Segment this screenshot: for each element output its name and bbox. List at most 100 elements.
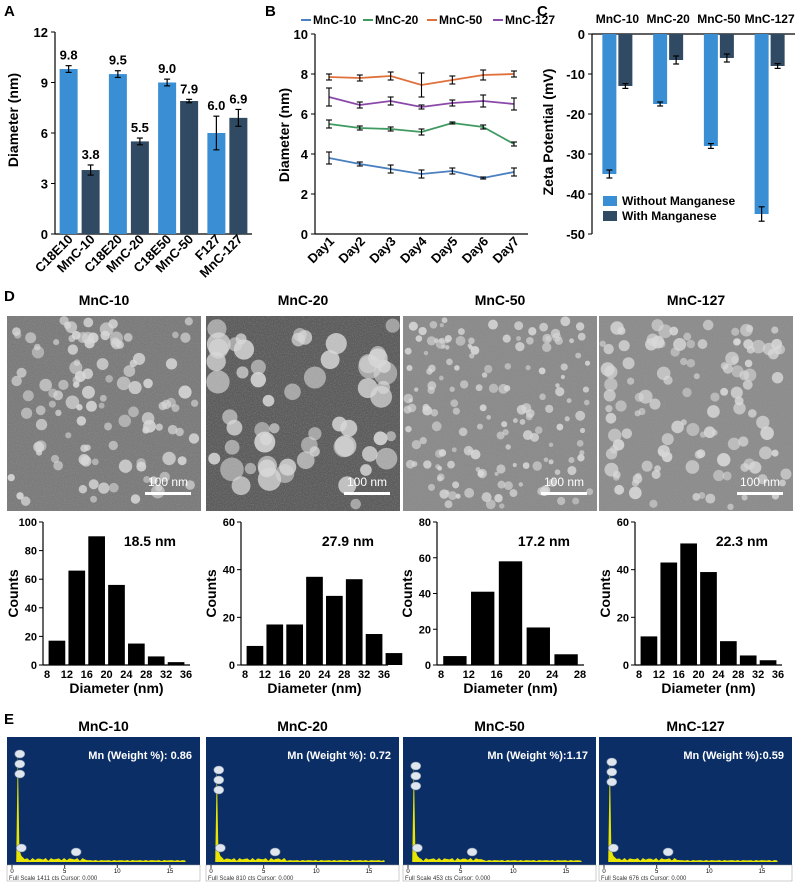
y-tick-label: 60 xyxy=(419,553,431,565)
value-label: 6.0 xyxy=(207,98,225,113)
nanoparticle xyxy=(166,397,176,408)
peak-marker xyxy=(14,759,26,769)
nanoparticle xyxy=(143,475,151,484)
nanoparticle xyxy=(404,347,412,355)
nanoparticle xyxy=(143,378,153,389)
nanoparticle xyxy=(450,399,459,408)
peak-marker xyxy=(14,749,26,759)
nanoparticle xyxy=(586,488,594,496)
nanoparticle xyxy=(226,419,243,436)
nanoparticle xyxy=(25,332,37,344)
nanoparticle xyxy=(128,406,139,418)
nanoparticle xyxy=(39,378,52,392)
nanoparticle xyxy=(258,459,276,478)
nanoparticle xyxy=(90,495,98,503)
x-tick-label: Day4 xyxy=(397,233,430,266)
nanoparticle xyxy=(11,375,22,387)
nanoparticle xyxy=(657,339,666,348)
nanoparticle xyxy=(646,333,659,346)
nanoparticle xyxy=(436,475,443,482)
x-tick-label: 32 xyxy=(752,669,764,681)
panel-a-letter: A xyxy=(4,3,15,20)
panel-d-letter: D xyxy=(4,288,15,305)
nanoparticle xyxy=(575,352,582,359)
nanoparticle xyxy=(742,379,753,390)
x-tick-label: Day2 xyxy=(335,234,368,267)
nanoparticle xyxy=(622,357,635,370)
bar-C18E20 xyxy=(108,74,127,234)
nanoparticle xyxy=(428,483,436,491)
nanoparticle xyxy=(108,319,118,329)
nanoparticle xyxy=(545,404,554,413)
nanoparticle xyxy=(77,332,89,343)
x-tick-label: 20 xyxy=(692,669,704,681)
peak-marker xyxy=(213,785,225,795)
eds-background xyxy=(7,737,200,865)
histogram-MnC-20: 0 20 40 60 8 12 16 20 24 28 32 36 27.9 nm Counts Diame… xyxy=(203,517,403,696)
nanoparticle xyxy=(98,402,105,409)
legend-label: MnC-20 xyxy=(375,13,419,27)
nanoparticle xyxy=(756,415,770,430)
nanoparticle xyxy=(108,440,118,451)
nanoparticle xyxy=(463,445,474,456)
x-tick-label: 28 xyxy=(338,669,350,681)
nanoparticle xyxy=(250,371,267,388)
nanoparticle xyxy=(159,471,170,483)
nanoparticle xyxy=(175,427,184,437)
nanoparticle xyxy=(692,493,701,501)
nanoparticle xyxy=(528,327,537,336)
y-axis-label: Counts xyxy=(203,569,219,617)
histogram-bar xyxy=(720,641,737,665)
nanoparticle xyxy=(686,359,696,368)
nanoparticle xyxy=(454,365,460,371)
nanoparticle xyxy=(435,449,444,458)
eds-title: MnC-10 xyxy=(78,718,129,734)
nanoparticle xyxy=(419,437,427,445)
nanoparticle xyxy=(584,360,591,366)
nanoparticle xyxy=(418,326,427,336)
value-label: 9.0 xyxy=(158,61,176,76)
histogram-bar xyxy=(700,572,717,665)
nanoparticle xyxy=(162,451,176,466)
value-label: 5.5 xyxy=(131,120,149,135)
eds-axis-strip xyxy=(402,864,597,882)
nanoparticle xyxy=(556,423,564,431)
eds-footer: Full Scale 1411 cts Cursor: 0.000 xyxy=(9,876,98,882)
x-tick-label: 24 xyxy=(546,669,559,681)
nanoparticle xyxy=(35,405,46,416)
bar-With Manganese-MnC-50 xyxy=(719,34,734,58)
x-tick-label: 16 xyxy=(490,669,502,681)
nanoparticle xyxy=(501,421,508,428)
histogram-bar xyxy=(326,595,343,665)
nanoparticle xyxy=(118,414,131,428)
scale-bar-label: 100 nm xyxy=(148,475,188,489)
nanoparticle xyxy=(730,386,743,399)
panel-a-plot: 0369129.8C18E103.8MnC-109.5C18E205.5MnC-… xyxy=(32,25,252,280)
scale-bar xyxy=(541,492,587,495)
nanoparticle xyxy=(519,419,526,425)
histogram-bar xyxy=(471,591,495,665)
nanoparticle xyxy=(220,457,244,482)
nanoparticle xyxy=(685,460,700,474)
nanoparticle xyxy=(65,432,72,439)
y-tick-label: 80 xyxy=(25,546,37,558)
nanoparticle xyxy=(53,460,64,471)
nanoparticle xyxy=(427,386,435,394)
y-tick-label: 4 xyxy=(301,147,309,162)
mn-weight-label: Mn (Weight %): 0.86 xyxy=(88,750,192,762)
x-tick-label: 10 xyxy=(114,869,121,875)
nanoparticle xyxy=(532,461,542,471)
nanoparticle xyxy=(686,423,700,437)
x-tick-label: 20 xyxy=(298,669,310,681)
nanoparticle xyxy=(579,450,585,456)
nanoparticle xyxy=(539,393,546,401)
nanoparticle xyxy=(185,480,195,490)
x-tick-label: 16 xyxy=(673,669,685,681)
nanoparticle xyxy=(81,385,95,399)
y-tick-label: 40 xyxy=(25,603,37,615)
x-tick-label: 15 xyxy=(366,869,373,875)
nanoparticle xyxy=(58,379,69,391)
histogram-bar xyxy=(345,579,363,665)
y-tick-label: 0 xyxy=(31,660,37,672)
histogram-bar xyxy=(108,584,125,665)
